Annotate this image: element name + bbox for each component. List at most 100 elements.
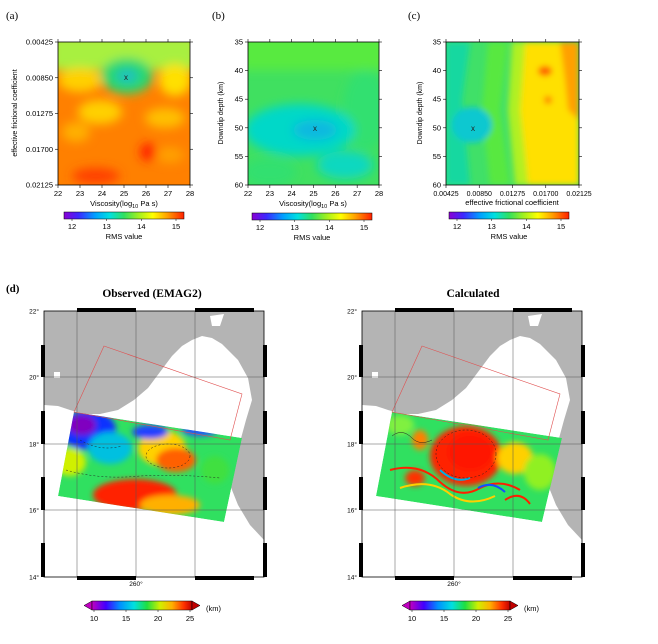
panel-a-best-fit-marker: x — [124, 73, 128, 82]
km-colorbar-tick-label: 20 — [154, 614, 162, 623]
frame-bar — [77, 576, 136, 580]
frame-bar — [581, 477, 585, 510]
rms-colorbar-a: 12 13 14 15 RMS value — [63, 211, 185, 241]
km-colorbar-tick-label: 20 — [472, 614, 480, 623]
frame-bar — [581, 411, 585, 444]
panel-a: (a) x 22 23 24 25 26 27 28 0.00425 0.00850 0.012… — [6, 10, 194, 210]
rms-colorbar-tick-label: 13 — [290, 223, 298, 232]
panel-b-yticks: 35 40 45 50 55 60 — [235, 38, 382, 190]
frame-bar — [581, 543, 585, 577]
lat-tick-label: 20° — [29, 374, 39, 382]
panel-b-xlabel: Viscosity(log10 Pa s) — [279, 199, 347, 210]
y-tick-label: 35 — [235, 38, 243, 47]
map-calculated-grid — [362, 311, 582, 577]
panel-a-label: (a) — [6, 10, 19, 22]
panel-a-ylabel: effective frictional coefficient — [12, 69, 19, 156]
km-colorbar-tick-label: 15 — [122, 614, 130, 623]
frame-bar — [395, 576, 454, 580]
y-tick-label: 0.01275 — [26, 109, 53, 118]
km-colorbar-low-arrow — [83, 600, 93, 611]
map-calculated-lat-ticks: 22° 20° 18° 16° 14° — [347, 308, 357, 582]
map-observed-model-box — [73, 345, 243, 441]
frame-bar — [263, 543, 267, 577]
map-observed-land — [44, 311, 264, 540]
km-colorbar-low-arrow — [401, 600, 411, 611]
rms-colorbar-tick-label: 15 — [557, 222, 565, 231]
x-tick-label: 25 — [309, 189, 317, 198]
km-colorbar-observed: 10 15 20 25 (km) — [83, 600, 221, 623]
x-tick-label: 26 — [142, 189, 150, 198]
frame-bar — [195, 308, 254, 312]
x-tick-label: 27 — [164, 189, 172, 198]
rms-colorbar-tick-label: 14 — [325, 223, 333, 232]
y-tick-label: 0.01700 — [26, 145, 53, 154]
rms-colorbar-bar — [448, 211, 570, 220]
map-calculated-land — [362, 311, 582, 540]
panel-c-label: (c) — [408, 10, 421, 22]
km-colorbar-unit: (km) — [524, 604, 539, 613]
km-colorbar-tick-label: 15 — [440, 614, 448, 623]
rms-colorbar-c: 12 13 14 15 RMS value — [448, 211, 570, 241]
km-colorbar-calculated: 10 15 20 25 (km) — [401, 600, 539, 623]
y-tick-label: 50 — [433, 123, 441, 132]
km-colorbar-tick-label: 25 — [186, 614, 194, 623]
lat-tick-label: 22° — [347, 308, 357, 316]
frame-bar — [263, 477, 267, 510]
frame-bar — [195, 576, 254, 580]
frame-bar — [263, 411, 267, 444]
rms-colorbar-tick-label: 12 — [256, 223, 264, 232]
panel-c-heatmap: x — [446, 42, 579, 185]
frame-bar — [41, 345, 45, 377]
panel-b-best-fit-marker: x — [313, 124, 317, 133]
frame-bar — [41, 543, 45, 577]
rms-colorbar-tick-label: 12 — [68, 222, 76, 231]
panel-b-ylabel: Downdip depth (km) — [218, 82, 225, 145]
km-colorbar-bar — [91, 600, 193, 611]
x-tick-label: 24 — [287, 189, 295, 198]
map-calculated-lon-tick: 260° — [447, 580, 461, 588]
map-calculated-frame-bars — [359, 308, 585, 580]
rms-colorbar-label: RMS value — [294, 233, 331, 242]
x-tick-label: 22 — [54, 189, 62, 198]
x-tick-label: 0.00850 — [467, 191, 492, 198]
frame-bar — [359, 543, 363, 577]
x-tick-label: 24 — [98, 189, 106, 198]
y-tick-label: 35 — [433, 38, 441, 47]
frame-bar — [513, 308, 572, 312]
rms-colorbar-label: RMS value — [491, 232, 528, 241]
map-observed-swath — [58, 412, 242, 522]
frame-bar — [263, 345, 267, 377]
rms-colorbar-tick-label: 15 — [360, 223, 368, 232]
frame-bar — [359, 345, 363, 377]
frame-bar — [395, 308, 454, 312]
panel-a-xlabel: Viscosity(log10 Pa s) — [90, 199, 158, 210]
lat-tick-label: 18° — [29, 441, 39, 449]
y-tick-label: 40 — [235, 66, 243, 75]
x-tick-label: 25 — [120, 189, 128, 198]
panel-a-xticks: 22 23 24 25 26 27 28 — [54, 39, 194, 198]
panel-b: (b) x 22 23 24 25 26 27 28 35 40 45 50 55 60 Viscos… — [212, 10, 383, 210]
rms-colorbar-bar — [63, 211, 185, 220]
map-observed-grid — [44, 311, 264, 577]
x-tick-label: 0.01275 — [500, 191, 525, 198]
x-tick-label: 26 — [331, 189, 339, 198]
y-tick-label: 50 — [235, 123, 243, 132]
rms-colorbar-bar — [251, 212, 373, 221]
panel-b-label: (b) — [212, 10, 225, 22]
frame-bar — [581, 345, 585, 377]
panel-c-xlabel: effective frictional coefficient — [465, 198, 559, 207]
frame-bar — [359, 477, 363, 510]
lat-tick-label: 16° — [29, 507, 39, 515]
rms-colorbar-tick-label: 13 — [487, 222, 495, 231]
km-colorbar-tick-label: 10 — [408, 614, 416, 623]
lat-tick-label: 14° — [347, 574, 357, 582]
rms-colorbar-tick-label: 14 — [522, 222, 530, 231]
y-tick-label: 45 — [235, 95, 243, 104]
map-calculated-title: Calculated — [446, 288, 500, 300]
x-tick-label: 0.01700 — [533, 191, 558, 198]
panel-b-heatmap: x — [248, 42, 379, 185]
panel-c-xticks: 0.00425 0.00850 0.01275 0.01700 0.02125 — [433, 39, 592, 198]
y-tick-label: 45 — [433, 95, 441, 104]
panel-a-heatmap: x — [58, 42, 190, 185]
